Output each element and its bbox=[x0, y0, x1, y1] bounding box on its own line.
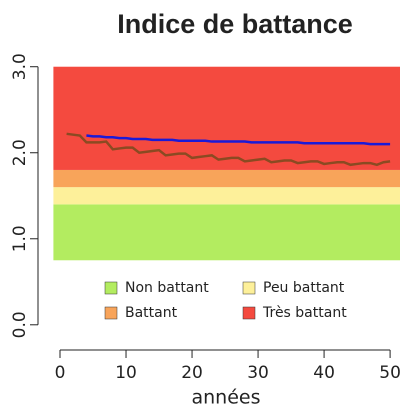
x-axis-label: années bbox=[191, 387, 260, 408]
band bbox=[53, 66, 401, 170]
legend-label: Peu battant bbox=[263, 280, 345, 296]
y-tick-label: 1.0 bbox=[10, 225, 30, 252]
chart-title: Indice de battance bbox=[117, 9, 353, 39]
x-tick-label: 40 bbox=[313, 363, 335, 383]
x-tick-label: 0 bbox=[55, 363, 66, 383]
line bbox=[86, 134, 391, 146]
legend-swatch bbox=[104, 281, 118, 295]
band bbox=[53, 204, 401, 261]
legend-swatch bbox=[242, 306, 256, 320]
line bbox=[66, 132, 391, 167]
x-tick-label: 10 bbox=[115, 363, 137, 383]
y-tick-label: 0.0 bbox=[10, 311, 30, 338]
y-tick-label: 3.0 bbox=[10, 53, 30, 80]
x-tick-label: 50 bbox=[379, 363, 401, 383]
legend-label: Battant bbox=[125, 305, 178, 321]
band bbox=[53, 187, 401, 205]
legend-label: Non battant bbox=[125, 280, 209, 296]
x-tick-label: 30 bbox=[247, 363, 269, 383]
x-tick-label: 20 bbox=[181, 363, 203, 383]
band bbox=[53, 169, 401, 188]
y-tick-label: 2.0 bbox=[10, 139, 30, 166]
legend-swatch bbox=[242, 281, 256, 295]
legend-label: Très battant bbox=[262, 305, 347, 321]
legend-swatch bbox=[104, 306, 118, 320]
